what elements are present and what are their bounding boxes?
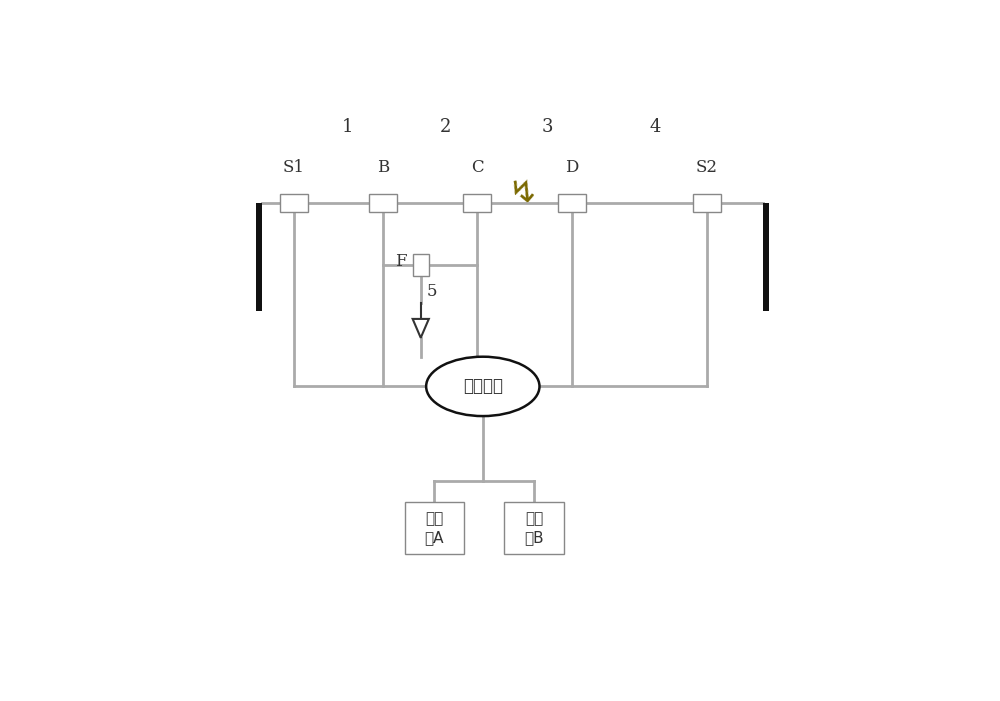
Text: 通讯网络: 通讯网络 <box>463 377 503 395</box>
Bar <box>763 203 769 311</box>
Text: S2: S2 <box>696 159 718 176</box>
Bar <box>413 254 429 276</box>
Bar <box>280 193 308 212</box>
Bar <box>693 193 721 212</box>
Text: ↯: ↯ <box>506 172 541 212</box>
Bar <box>256 203 262 311</box>
Text: 1: 1 <box>342 118 354 136</box>
Text: 5: 5 <box>426 283 437 301</box>
Bar <box>405 503 464 554</box>
Bar <box>504 503 564 554</box>
Polygon shape <box>413 319 429 338</box>
Text: D: D <box>565 159 579 176</box>
Ellipse shape <box>426 357 539 416</box>
Bar <box>463 193 491 212</box>
Text: 服务
器A: 服务 器A <box>424 511 444 545</box>
Text: 3: 3 <box>542 118 553 136</box>
Bar <box>558 193 586 212</box>
Text: C: C <box>471 159 484 176</box>
Text: B: B <box>377 159 389 176</box>
Bar <box>369 193 397 212</box>
Text: F: F <box>395 252 407 270</box>
Text: 2: 2 <box>439 118 451 136</box>
Text: 4: 4 <box>650 118 661 136</box>
Text: 服务
器B: 服务 器B <box>524 511 544 545</box>
Text: S1: S1 <box>283 159 305 176</box>
